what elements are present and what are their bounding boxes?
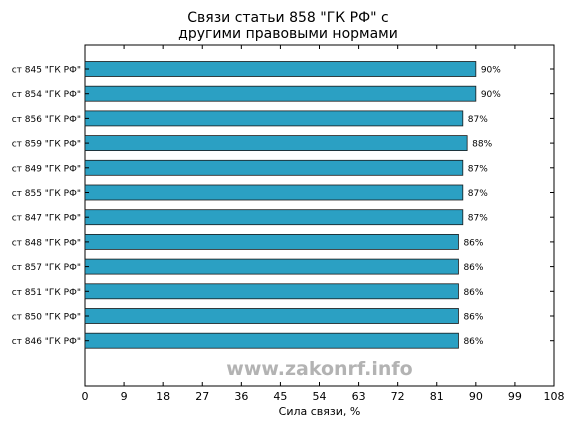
category-label: ст 847 "ГК РФ" <box>12 214 81 224</box>
value-label: 87% <box>468 164 488 174</box>
value-label: 86% <box>463 313 483 323</box>
category-label: ст 851 "ГК РФ" <box>12 288 81 298</box>
category-label: ст 855 "ГК РФ" <box>12 189 81 199</box>
chart-title-line-2: другими правовыми нормами <box>178 26 398 42</box>
x-axis-label: Сила связи, % <box>278 405 361 418</box>
value-label: 86% <box>463 263 483 273</box>
x-tick-label: 36 <box>234 390 248 403</box>
category-label: ст 857 "ГК РФ" <box>12 263 81 273</box>
category-label: ст 849 "ГК РФ" <box>12 164 81 174</box>
x-tick-label: 108 <box>544 390 565 403</box>
value-label: 88% <box>472 140 492 150</box>
bar <box>84 258 459 275</box>
bar <box>84 159 464 176</box>
x-tick-label: 18 <box>156 390 170 403</box>
value-label: 90% <box>481 66 501 76</box>
x-tick-label: 54 <box>313 390 327 403</box>
value-label: 86% <box>463 238 483 248</box>
category-label: ст 850 "ГК РФ" <box>12 313 81 323</box>
bar <box>84 135 468 152</box>
x-tick-label: 81 <box>430 390 444 403</box>
bar <box>84 283 459 300</box>
category-label: ст 856 "ГК РФ" <box>12 115 81 125</box>
bar <box>84 85 477 102</box>
watermark-text: www.zakonrf.info <box>226 358 413 380</box>
value-label: 87% <box>468 214 488 224</box>
category-label: ст 854 "ГК РФ" <box>12 90 81 100</box>
x-tick-label: 90 <box>469 390 483 403</box>
value-label: 86% <box>463 337 483 347</box>
x-tick-label: 45 <box>273 390 287 403</box>
category-label: ст 859 "ГК РФ" <box>12 140 81 150</box>
value-label: 87% <box>468 115 488 125</box>
bar <box>84 184 464 201</box>
x-tick-label: 63 <box>352 390 366 403</box>
bar <box>84 209 464 226</box>
category-label: ст 845 "ГК РФ" <box>12 66 81 76</box>
value-label: 87% <box>468 189 488 199</box>
value-label: 90% <box>481 90 501 100</box>
bar <box>84 61 477 77</box>
x-tick-label: 0 <box>82 390 89 403</box>
x-tick-label: 99 <box>508 390 522 403</box>
category-label: ст 848 "ГК РФ" <box>12 238 81 248</box>
x-tick-label: 9 <box>121 390 128 403</box>
bar <box>84 332 459 349</box>
x-tick-label: 27 <box>195 390 209 403</box>
category-label: ст 846 "ГК РФ" <box>12 337 81 347</box>
x-tick-label: 72 <box>391 390 405 403</box>
chart-title-line-1: Связи статьи 858 "ГК РФ" с <box>187 10 389 26</box>
bar <box>84 233 459 250</box>
value-label: 86% <box>463 288 483 298</box>
bar <box>84 308 459 324</box>
bar <box>84 110 464 127</box>
